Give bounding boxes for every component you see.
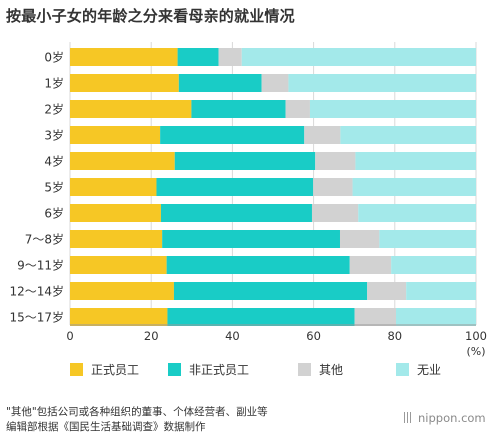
bar-segment xyxy=(358,204,476,222)
nippon-bars-icon xyxy=(404,412,415,423)
bar-segment xyxy=(173,282,368,300)
legend-swatch xyxy=(298,362,311,376)
bar-segment xyxy=(160,126,305,144)
brand-text: nippon.com xyxy=(418,411,486,425)
x-tick-label: 100 xyxy=(465,329,487,343)
bar-segment xyxy=(355,152,476,170)
footnote-other-definition: "其他"包括公司或各种组织的董事、个体经营者、副业等 xyxy=(6,406,268,418)
category-label: 6岁 xyxy=(44,206,64,221)
x-tick-label: 20 xyxy=(144,329,159,343)
bar-segment xyxy=(339,230,380,248)
bar-segment xyxy=(70,100,192,118)
bar-segment xyxy=(288,74,476,92)
bar-segment xyxy=(162,230,340,248)
legend-label: 非正式员工 xyxy=(189,362,250,377)
category-label: 2岁 xyxy=(44,102,64,117)
bar-segment xyxy=(261,74,289,92)
bar-segment xyxy=(285,100,310,118)
bar-segment xyxy=(70,282,174,300)
legend-swatch xyxy=(70,362,83,376)
bar-segment xyxy=(406,282,476,300)
bar-segment xyxy=(166,256,350,274)
legend-item: 正式员工 xyxy=(70,360,139,378)
x-tick-label: 40 xyxy=(225,329,240,343)
legend-swatch xyxy=(168,362,181,376)
bar-segment xyxy=(178,74,262,92)
x-unit-label: (%) xyxy=(466,345,485,358)
bar-segment xyxy=(70,152,175,170)
bar-segment xyxy=(160,204,312,222)
category-label: 3岁 xyxy=(44,128,64,143)
category-label: 7～8岁 xyxy=(25,232,64,247)
bar-segment xyxy=(309,100,476,118)
bar-segment xyxy=(70,178,157,196)
bar-segment xyxy=(70,204,161,222)
bar-segment xyxy=(313,178,353,196)
bar-segment xyxy=(191,100,286,118)
category-label: 5岁 xyxy=(44,180,64,195)
bar-segment xyxy=(70,256,167,274)
x-tick-label: 0 xyxy=(66,329,73,343)
bar-segment xyxy=(340,126,476,144)
legend-swatch xyxy=(396,362,409,376)
category-label: 15～17岁 xyxy=(9,310,64,325)
bar-segment xyxy=(70,230,163,248)
bar-segment xyxy=(156,178,314,196)
legend-item: 无业 xyxy=(396,360,441,378)
bar-segment xyxy=(349,256,392,274)
bar-segment xyxy=(174,152,316,170)
legend-label: 正式员工 xyxy=(91,362,140,377)
legend-label: 其他 xyxy=(319,362,344,377)
bar-segment xyxy=(177,48,219,66)
bar-segment xyxy=(218,48,242,66)
bar-segment xyxy=(396,308,476,326)
legend-item: 其他 xyxy=(298,360,343,378)
bar-segment xyxy=(315,152,356,170)
bar-segment xyxy=(304,126,341,144)
bar-segment xyxy=(391,256,476,274)
bar-segment xyxy=(70,126,161,144)
bar-segment xyxy=(379,230,476,248)
bar-segment xyxy=(354,308,397,326)
legend-label: 无业 xyxy=(417,362,442,377)
x-tick-label: 80 xyxy=(387,329,402,343)
category-label: 4岁 xyxy=(44,154,64,169)
bar-segment xyxy=(311,204,359,222)
category-label: 12～14岁 xyxy=(9,284,64,299)
legend-item: 非正式员工 xyxy=(168,360,249,378)
bar-segment xyxy=(70,48,178,66)
chart-title: 按最小子女的年龄之分来看母亲的就业情况 xyxy=(6,7,295,25)
footnote-source: 编辑部根据《国民生活基础调查》数据制作 xyxy=(6,421,206,433)
bar-segment xyxy=(241,48,476,66)
chart-legend: 正式员工 非正式员工 其他 无业 xyxy=(70,360,490,378)
x-tick-label: 60 xyxy=(306,329,321,343)
bar-segment xyxy=(167,308,355,326)
nippon-logo[interactable]: nippon.com xyxy=(404,411,486,425)
bar-segment xyxy=(70,308,168,326)
category-label: 1岁 xyxy=(44,76,64,91)
bar-segment xyxy=(367,282,407,300)
category-label: 0岁 xyxy=(44,50,64,65)
bar-segment xyxy=(352,178,476,196)
bar-segment xyxy=(70,74,179,92)
category-label: 9～11岁 xyxy=(17,258,64,273)
